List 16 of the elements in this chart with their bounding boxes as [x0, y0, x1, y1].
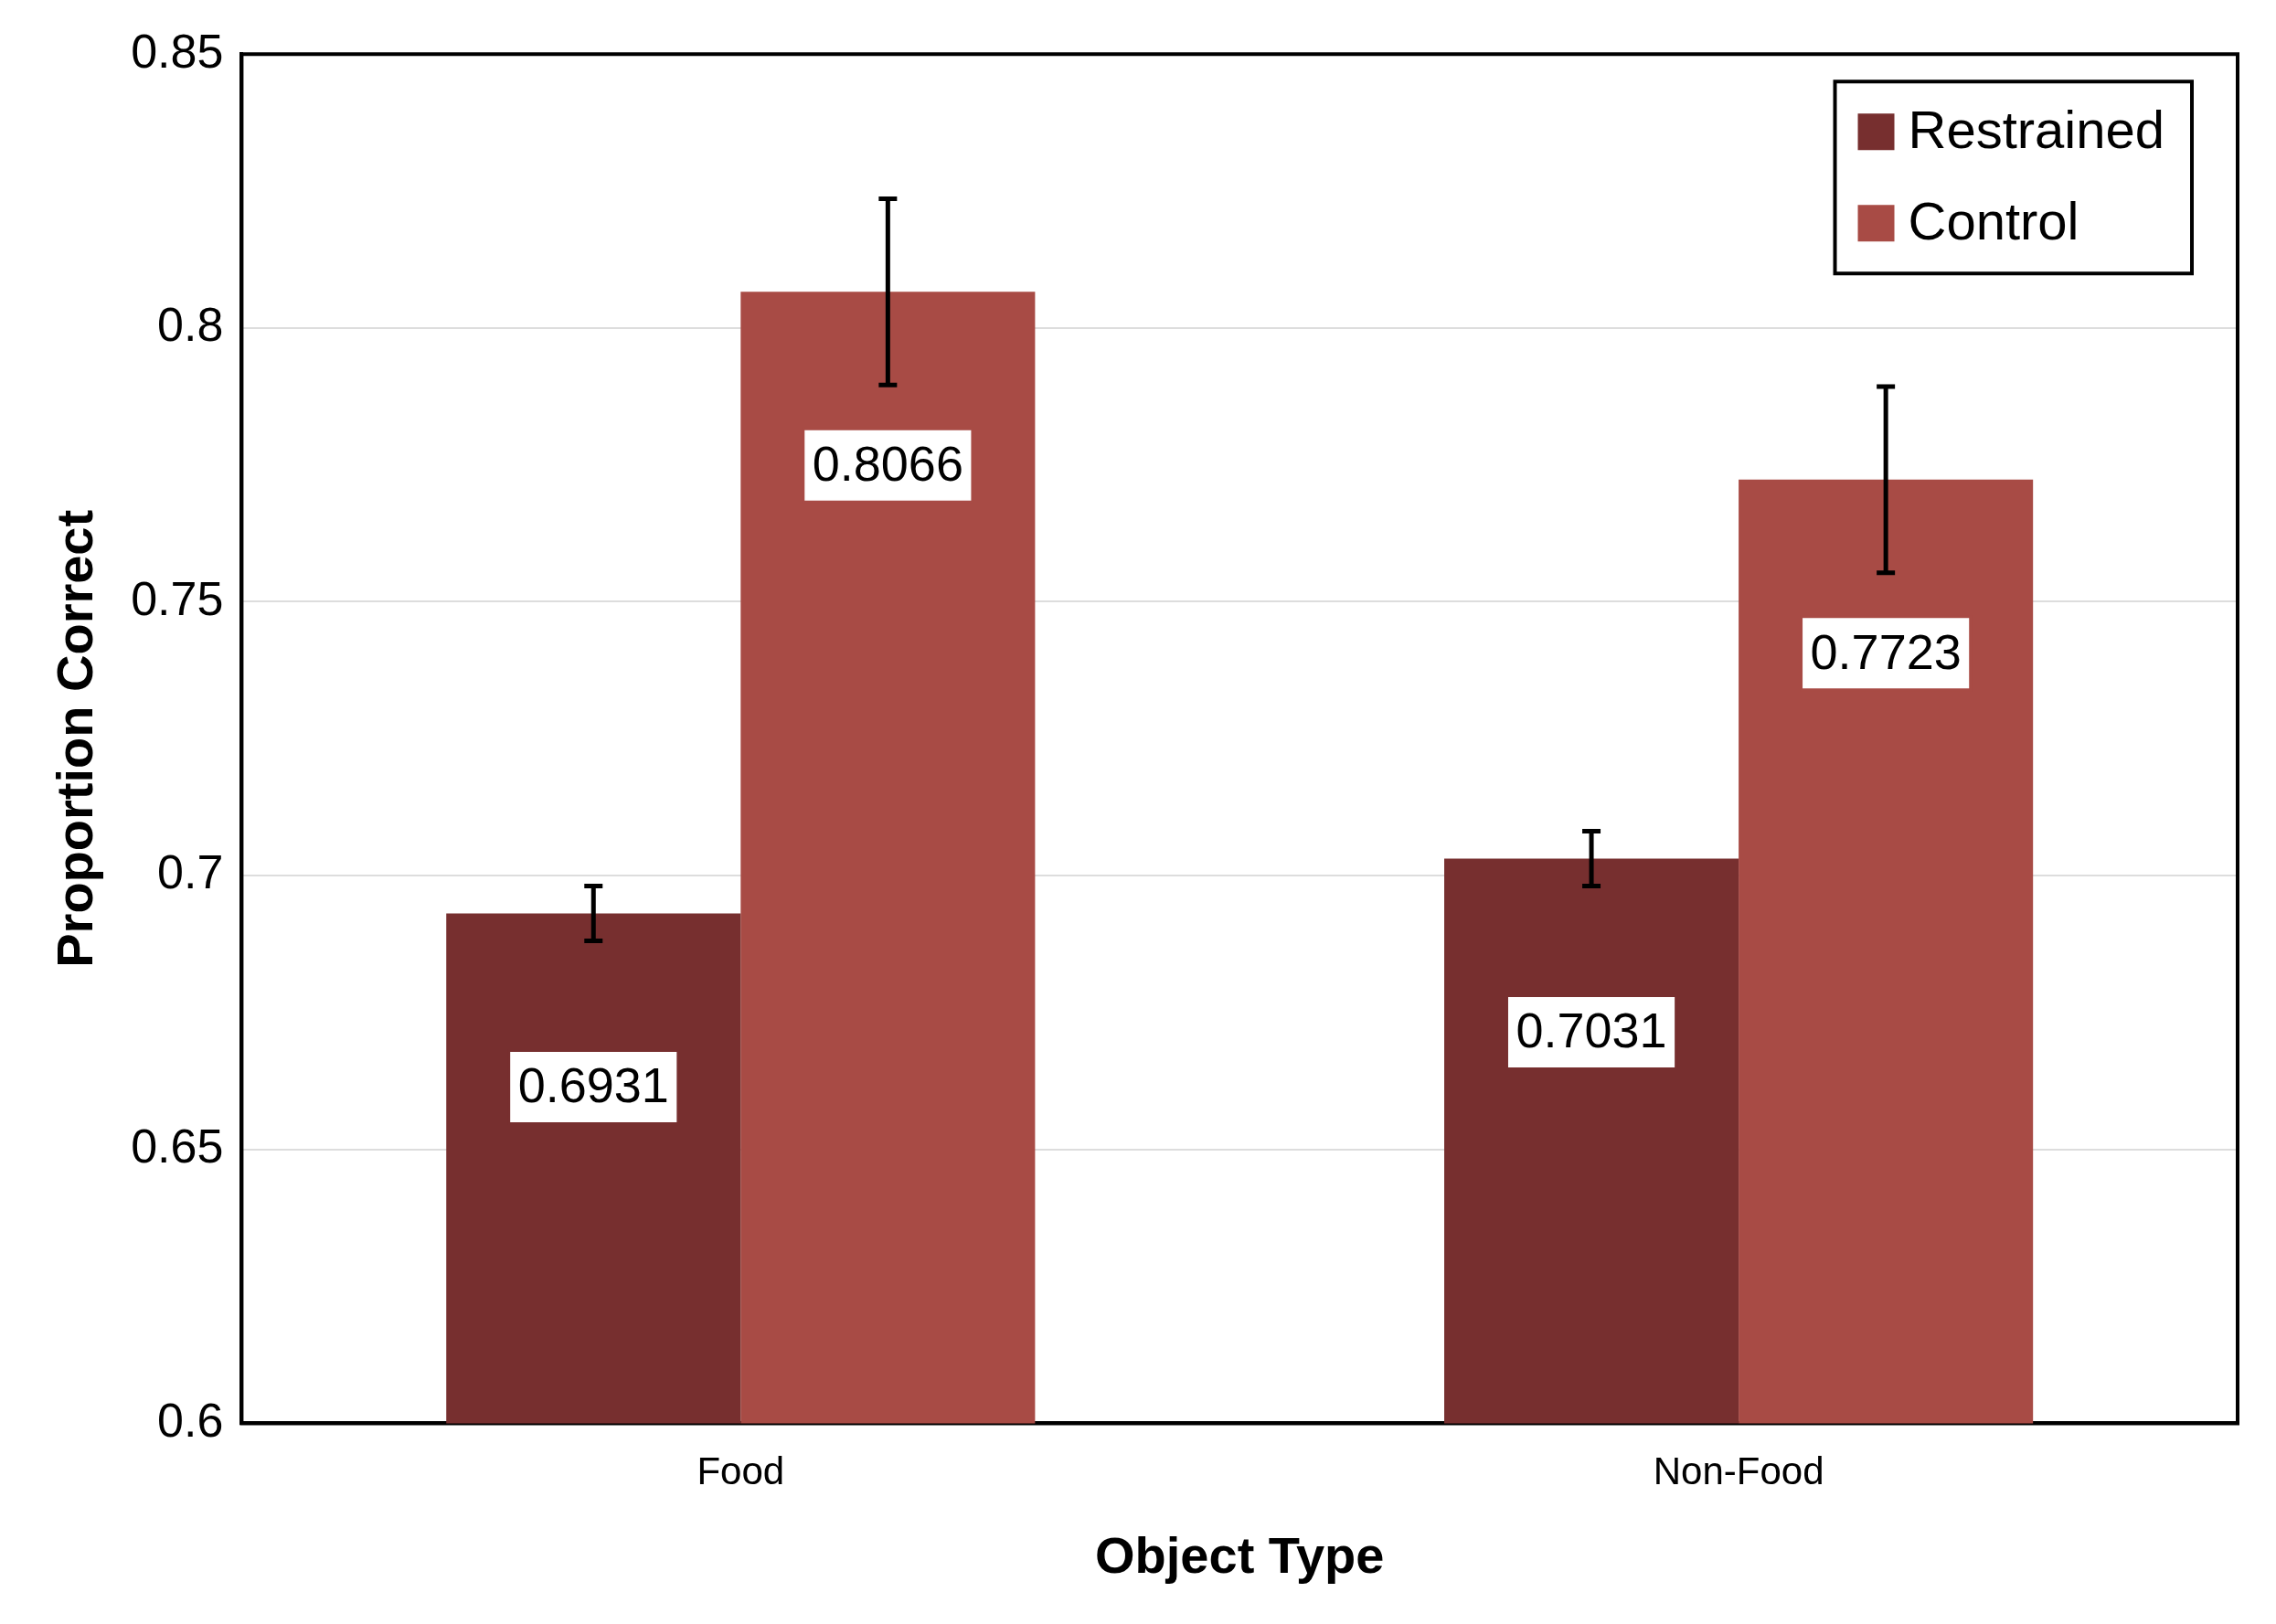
y-tick-label: 0.7 [157, 845, 224, 899]
y-tick-label: 0.75 [131, 571, 224, 625]
x-tick-label: Non-Food [1653, 1449, 1824, 1493]
y-axis-title: Proportion Correct [46, 509, 104, 968]
y-tick-label: 0.65 [131, 1120, 224, 1173]
x-tick-label: Food [697, 1449, 785, 1493]
y-tick-label: 0.6 [157, 1393, 224, 1447]
legend-label: Control [1908, 191, 2079, 251]
x-axis-title: Object Type [1095, 1525, 1385, 1584]
legend-label: Restrained [1908, 100, 2164, 160]
y-tick-label: 0.85 [131, 24, 224, 78]
data-label: 0.6931 [517, 1057, 669, 1113]
data-label: 0.7031 [1516, 1003, 1667, 1058]
data-label: 0.8066 [812, 436, 963, 492]
y-tick-label: 0.8 [157, 298, 224, 352]
data-label: 0.7723 [1810, 623, 1962, 679]
